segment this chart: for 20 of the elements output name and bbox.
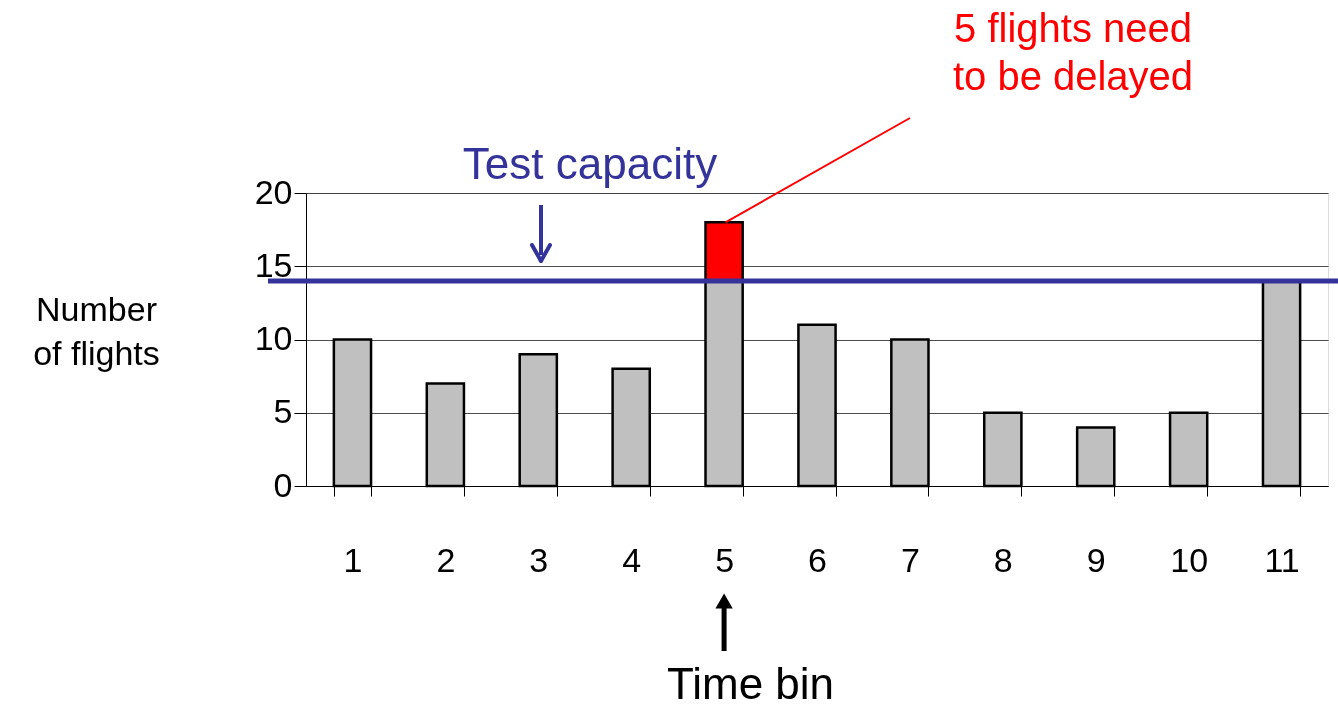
x-tick-label: 2 — [436, 540, 456, 579]
y-tick-label: 10 — [254, 319, 293, 357]
annotation: 5 flights need to be delayed — [952, 6, 1194, 98]
y-tick-label: 15 — [254, 245, 293, 284]
x-tick-label: 3 — [529, 540, 549, 579]
y-axis-title: Number of flights — [33, 289, 160, 372]
x-tick-label: 6 — [808, 540, 827, 579]
x-tick-label: 11 — [1264, 540, 1300, 579]
x-axis-title: Time bin — [666, 658, 835, 708]
x-tick-label: 8 — [993, 540, 1013, 579]
x-tick-label: 1 — [343, 540, 363, 579]
y-tick-label: 0 — [273, 465, 293, 504]
x-tick-label: 9 — [1086, 540, 1106, 579]
y-tick-label: 5 — [273, 392, 293, 431]
x-tick-label: 5 — [715, 540, 735, 579]
ref-line-label: Test capacity — [462, 139, 718, 188]
x-tick-label: 10 — [1170, 540, 1209, 579]
x-tick-label: 7 — [900, 540, 920, 579]
x-tick-label: 4 — [622, 540, 642, 579]
y-tick-label: 20 — [254, 172, 293, 211]
